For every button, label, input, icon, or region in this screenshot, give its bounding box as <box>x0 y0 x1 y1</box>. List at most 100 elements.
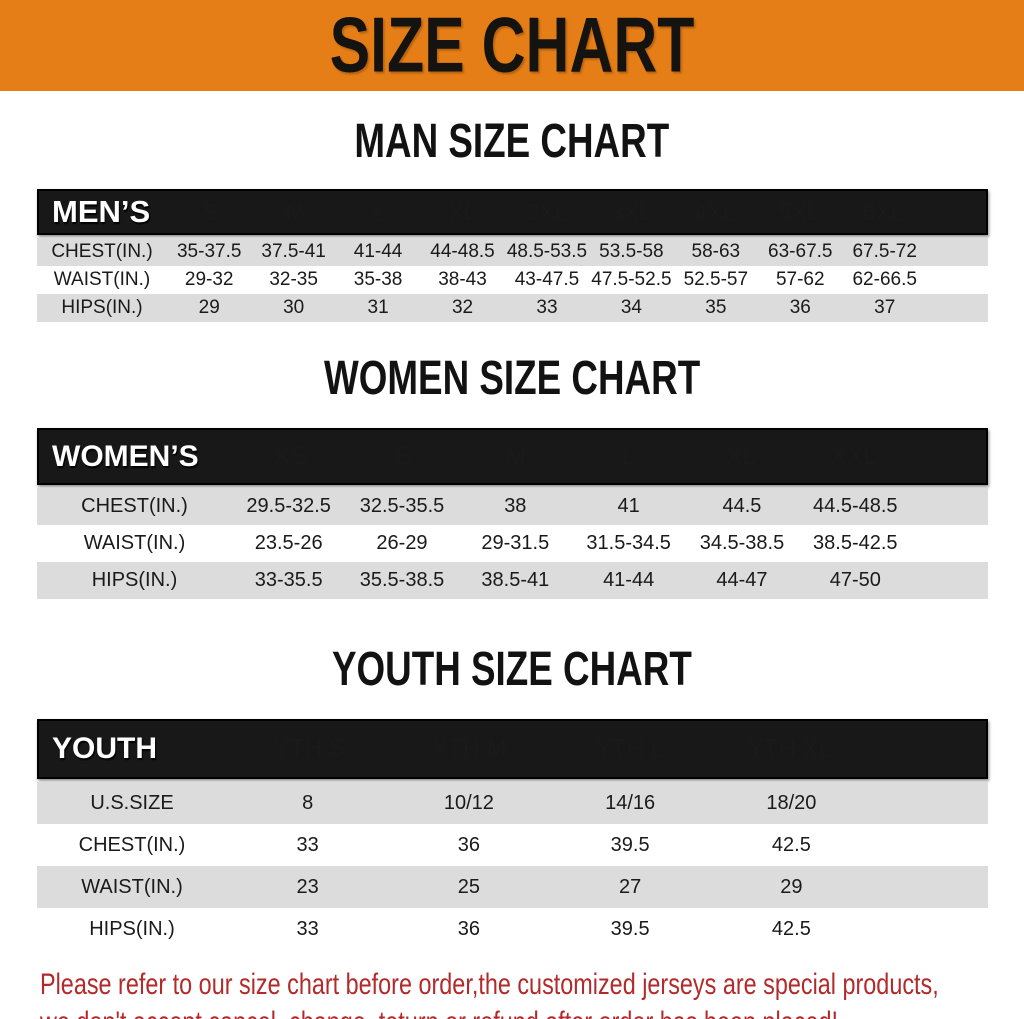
row-cells: 33 36 39.5 42.5 <box>227 834 988 857</box>
size-column-header: M <box>285 198 305 225</box>
row-label: CHEST(IN.) <box>81 495 188 517</box>
size-value: 31 <box>367 297 389 318</box>
table-header-label: YOUTH <box>52 732 157 765</box>
size-value: 39.5 <box>610 833 650 856</box>
size-value: 27 <box>619 875 642 898</box>
size-value: 58-63 <box>691 241 741 262</box>
row-cells: 8 10/12 14/16 18/20 <box>227 792 988 815</box>
table-row: CHEST(IN.) 33 36 39.5 42.5 <box>37 824 988 866</box>
size-value: 30 <box>283 297 305 318</box>
size-value: 43-47.5 <box>514 269 580 290</box>
size-column-header: 4XL <box>694 198 736 225</box>
size-value: 44-48.5 <box>430 241 495 262</box>
women-size-table: WOMEN’S XS S M L XL XXL CHEST(IN.) 29.5-32.5 32.5… <box>37 428 988 599</box>
row-label: WAIST(IN.) <box>83 532 186 554</box>
row-cells: 29 30 31 32 33 34 35 36 37 <box>167 297 988 319</box>
row-cells: 29.5-32.5 32.5-35.5 38 41 44.5 44.5-48.5 <box>232 495 988 518</box>
table-row: HIPS(IN.) 29 30 31 32 33 34 35 36 37 <box>37 294 988 322</box>
size-chart-banner: SIZE CHART <box>0 0 1024 91</box>
man-size-heading-wrap: MAN SIZE CHART <box>0 112 1024 168</box>
women-size-heading-wrap: WOMEN SIZE CHART <box>0 350 1024 405</box>
size-value: 35-37.5 <box>176 241 242 262</box>
header-cells: YTH S YTH M YTH L YTH XL <box>229 735 986 763</box>
row-label: WAIST(IN.) <box>81 875 183 898</box>
size-column-header: XS <box>273 442 308 470</box>
size-value: 33 <box>536 297 558 318</box>
size-value: 52.5-57 <box>683 269 749 290</box>
size-value: 32-35 <box>269 269 318 290</box>
size-value: 38-43 <box>438 269 487 290</box>
size-value: 57-62 <box>775 269 825 290</box>
size-value: 34 <box>620 297 642 318</box>
table-row: U.S.SIZE 8 10/12 14/16 18/20 <box>37 782 988 824</box>
row-label: HIPS(IN.) <box>91 569 178 591</box>
row-label: U.S.SIZE <box>90 791 174 814</box>
size-chart-body: MAN SIZE CHART MEN’S S M L XL 2XL 3XL 4XL 5XL 6XL… <box>0 113 1024 950</box>
order-notice: Please refer to our size chart before or… <box>0 966 1024 1019</box>
row-cells: 33 36 39.5 42.5 <box>227 918 988 941</box>
size-column-header: YTH S <box>273 735 345 762</box>
size-column-header: S <box>394 442 412 470</box>
size-value: 37 <box>874 297 896 318</box>
size-value: 8 <box>302 791 314 814</box>
table-header-label: MEN’S <box>52 194 151 229</box>
size-value: 36 <box>457 917 480 940</box>
table-header-row: WOMEN’S XS S M L XL XXL <box>37 428 988 485</box>
size-value: 62-66.5 <box>852 269 917 290</box>
row-cells: 33-35.5 35.5-38.5 38.5-41 41-44 44-47 47-50 <box>232 569 988 592</box>
size-value: 33-35.5 <box>254 569 323 591</box>
size-value: 37.5-41 <box>261 241 326 262</box>
row-cells: 35-37.5 37.5-41 41-44 44-48.5 48.5-53.5 53.5-… <box>167 241 988 263</box>
men-size-table: MEN’S S M L XL 2XL 3XL 4XL 5XL 6XL CHEST(IN.) 35-37… <box>37 189 988 322</box>
header-cells: XS S M L XL XXL <box>234 442 986 471</box>
size-value: 38.5-42.5 <box>813 532 898 554</box>
size-column-header: 5XL <box>778 198 820 225</box>
table-header-row: MEN’S S M L XL 2XL 3XL 4XL 5XL 6XL <box>37 189 988 235</box>
size-value: 63-67.5 <box>768 241 833 262</box>
youth-size-heading: YOUTH SIZE CHART <box>332 640 692 696</box>
header-cells: S M L XL 2XL 3XL 4XL 5XL 6XL <box>169 199 986 226</box>
row-cells: 23.5-26 26-29 29-31.5 31.5-34.5 34.5-38.5 38.… <box>232 532 988 555</box>
size-value: 29-31.5 <box>481 532 550 554</box>
size-column-header: XL <box>725 442 757 470</box>
size-value: 42.5 <box>771 833 811 856</box>
size-value: 48.5-53.5 <box>506 241 588 262</box>
table-row: WAIST(IN.) 29-32 32-35 35-38 38-43 43-47.5 47.… <box>37 266 988 294</box>
size-value: 36 <box>789 297 811 318</box>
row-label: HIPS(IN.) <box>89 917 175 940</box>
man-size-section: MAN SIZE CHART MEN’S S M L XL 2XL 3XL 4XL 5XL 6XL… <box>0 113 1024 322</box>
size-column-header: S <box>203 198 219 225</box>
size-value: 41-44 <box>603 569 655 591</box>
size-column-header: XL <box>448 198 478 225</box>
size-value: 44.5-48.5 <box>813 495 898 517</box>
row-label: CHEST(IN.) <box>51 241 153 262</box>
size-value: 42.5 <box>771 917 811 940</box>
size-value: 33 <box>296 833 319 856</box>
size-value: 23.5-26 <box>254 532 323 554</box>
size-value: 29.5-32.5 <box>246 495 331 517</box>
table-row: WAIST(IN.) 23 25 27 29 <box>37 866 988 908</box>
size-value: 38 <box>504 495 527 517</box>
man-size-heading: MAN SIZE CHART <box>354 112 670 168</box>
size-column-header: 3XL <box>610 198 652 225</box>
women-size-section: WOMEN SIZE CHART WOMEN’S XS S M L XL XXL CHEST(… <box>0 350 1024 599</box>
size-value: 44-47 <box>716 569 768 591</box>
banner-title: SIZE CHART <box>329 1 695 89</box>
row-cells: 29-32 32-35 35-38 38-43 43-47.5 47.5-52.5 52.5… <box>167 269 988 291</box>
size-value: 38.5-41 <box>481 569 550 591</box>
row-label: CHEST(IN.) <box>78 833 186 856</box>
size-value: 35 <box>705 297 727 318</box>
size-value: 32.5-35.5 <box>359 495 445 517</box>
size-column-header: YTH M <box>432 735 507 762</box>
size-value: 41-44 <box>353 241 403 262</box>
size-value: 47.5-52.5 <box>591 269 672 290</box>
row-label: WAIST(IN.) <box>53 269 151 290</box>
size-value: 31.5-34.5 <box>586 532 671 554</box>
size-value: 67.5-72 <box>852 241 917 262</box>
size-value: 35.5-38.5 <box>359 569 445 591</box>
size-value: 10/12 <box>443 791 494 814</box>
table-row: HIPS(IN.) 33 36 39.5 42.5 <box>37 908 988 950</box>
table-row: HIPS(IN.) 33-35.5 35.5-38.5 38.5-41 41-44 44-… <box>37 562 988 599</box>
size-value: 47-50 <box>829 569 881 591</box>
size-column-header: YTH L <box>595 735 664 762</box>
